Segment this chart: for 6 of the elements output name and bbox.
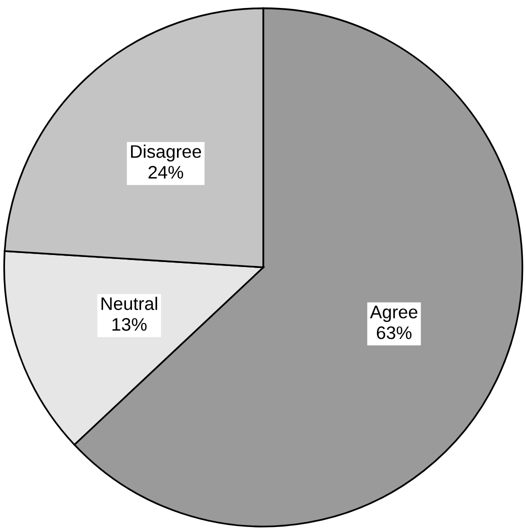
data-label: 24% [148, 166, 184, 179]
slice-label: Agree [370, 306, 418, 322]
data-label: 13% [112, 318, 147, 331]
slice-label: Disagree [131, 144, 202, 162]
data-label: 63% [376, 326, 412, 340]
slice-label: Neutral [102, 296, 158, 310]
